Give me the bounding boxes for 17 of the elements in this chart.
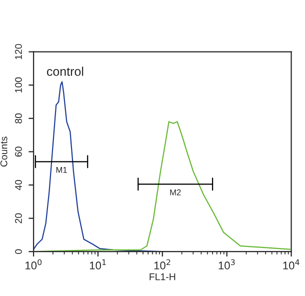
x-tick-label: 10$^{2}$	[154, 259, 170, 270]
annotation: M1	[56, 166, 67, 173]
y-tick-label: 20	[15, 213, 22, 224]
annotation: control	[46, 66, 84, 76]
y-axis-title: Counts	[0, 136, 8, 167]
y-tick-label: 120	[15, 44, 22, 60]
x-tick-label: 10$^{4}$	[283, 259, 300, 270]
x-tick-label: 10$^{0}$	[26, 259, 42, 270]
x-tick-label: 10$^{1}$	[90, 259, 106, 270]
y-tick-label: 100	[15, 77, 22, 92]
annotation: M2	[170, 189, 181, 196]
x-tick-label: 10$^{3}$	[218, 259, 235, 270]
y-tick-label: 80	[15, 113, 22, 124]
y-tick-label: 0	[15, 249, 22, 254]
y-tick-label: 60	[15, 146, 22, 157]
x-axis-title: FL1-H	[150, 273, 176, 280]
y-tick-label: 40	[15, 180, 22, 190]
